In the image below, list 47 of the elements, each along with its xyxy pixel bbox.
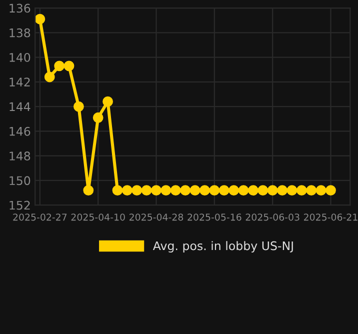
y-tick-label: 150 [10,176,30,186]
point [296,185,307,196]
point [160,185,172,196]
point [306,185,317,196]
point [64,60,74,72]
point [258,185,268,196]
point [151,185,162,196]
point [44,72,55,82]
y-tick-label: 148 [10,152,30,160]
y-tick-label: 146 [10,126,30,136]
point [73,101,84,112]
point [248,185,258,196]
point [316,185,326,196]
x-tick-label: 2025-02-27 [13,214,67,221]
x-tick-label: 2025-04-10 [71,214,125,221]
point [170,185,181,196]
x-tick-label: 2025-06-21 [304,214,358,221]
y-tick-label: 152 [10,200,30,210]
point [218,185,230,196]
point [180,185,191,196]
point [122,185,132,196]
y-tick-label: 138 [10,28,30,38]
point [132,185,142,196]
point [228,185,240,196]
point [83,185,94,196]
legend-label: Avg. pos. in lobby US-NJ [152,241,293,253]
point [238,185,249,196]
point [35,14,46,24]
point [267,185,278,196]
point [112,185,123,196]
x-tick-label: 2025-04-28 [130,214,184,221]
point [277,185,288,196]
x-tick-label: 2025-06-03 [246,214,300,221]
y-tick-label: 144 [10,102,30,112]
x-tick-label: 2025-05-16 [188,214,242,221]
y-tick-label: 140 [10,53,30,62]
point [209,185,220,196]
y-tick-label: 142 [10,78,30,86]
point [190,185,200,196]
point [200,185,210,196]
point [102,96,113,107]
point [92,112,104,123]
point [286,185,298,196]
point [54,60,65,72]
point [326,185,336,196]
y-tick-label: 136 [10,4,30,13]
point [141,185,152,196]
